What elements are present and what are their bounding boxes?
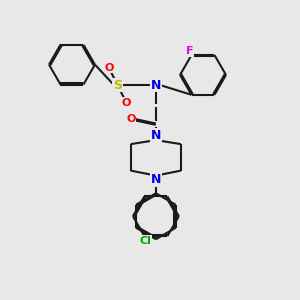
Text: O: O <box>122 98 131 108</box>
Text: O: O <box>104 63 113 73</box>
Text: Cl: Cl <box>140 236 152 246</box>
Text: F: F <box>186 46 194 56</box>
Text: N: N <box>151 79 161 92</box>
Text: S: S <box>113 79 122 92</box>
Text: N: N <box>151 173 161 186</box>
Text: N: N <box>151 129 161 142</box>
Text: O: O <box>126 114 136 124</box>
